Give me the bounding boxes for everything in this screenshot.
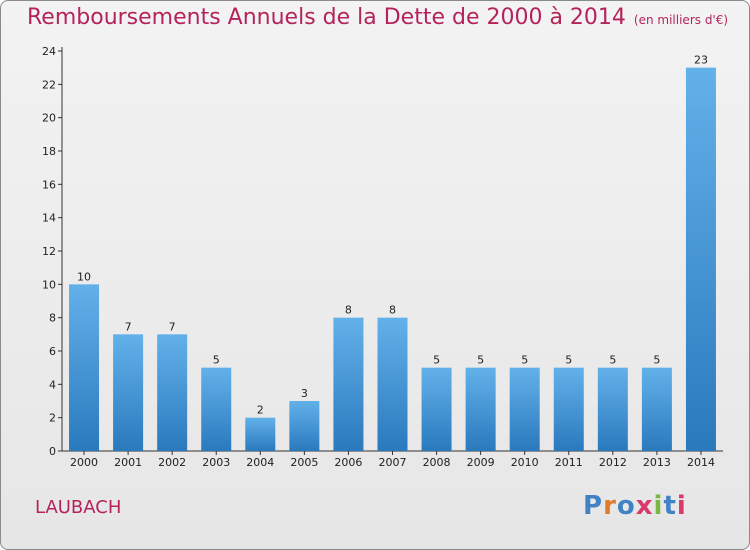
data-label-2011: 5 — [565, 354, 572, 367]
x-tick-label: 2010 — [511, 456, 539, 469]
y-tick-label: 20 — [42, 112, 56, 125]
data-label-2006: 8 — [345, 304, 352, 317]
y-tick-label: 14 — [42, 212, 56, 225]
x-tick-label: 2012 — [599, 456, 627, 469]
bar-2001 — [113, 334, 144, 451]
bar-2000 — [69, 284, 100, 451]
y-tick-label: 10 — [42, 278, 56, 291]
y-tick-label: 18 — [42, 145, 56, 158]
x-tick-label: 2008 — [423, 456, 451, 469]
data-label-2014: 23 — [694, 54, 708, 67]
data-label-2004: 2 — [257, 404, 264, 417]
data-label-2001: 7 — [125, 320, 132, 333]
commune-name: LAUBACH — [35, 497, 122, 518]
chart-title: Remboursements Annuels de la Dette de 20… — [27, 5, 728, 30]
data-label-2010: 5 — [521, 354, 528, 367]
x-tick-label: 2002 — [158, 456, 186, 469]
bar-2005 — [289, 401, 320, 451]
data-label-2007: 8 — [389, 304, 396, 317]
y-tick-label: 6 — [49, 345, 56, 358]
bar-2013 — [641, 367, 672, 451]
y-tick-label: 4 — [49, 378, 56, 391]
x-tick-label: 2004 — [246, 456, 274, 469]
bar-2012 — [597, 367, 628, 451]
bar-2014 — [685, 67, 716, 452]
bar-2006 — [333, 317, 364, 451]
data-label-2000: 10 — [77, 270, 91, 283]
data-label-2003: 5 — [213, 354, 220, 367]
bar-2011 — [553, 367, 584, 451]
data-label-2013: 5 — [653, 354, 660, 367]
y-tick-label: 2 — [49, 412, 56, 425]
bar-2008 — [421, 367, 452, 451]
y-tick-label: 12 — [42, 245, 56, 258]
x-tick-label: 2001 — [114, 456, 142, 469]
y-tick-label: 8 — [49, 312, 56, 325]
bar-2004 — [245, 417, 276, 451]
data-label-2002: 7 — [169, 320, 176, 333]
x-tick-label: 2013 — [643, 456, 671, 469]
chart-title-text: Remboursements Annuels de la Dette de 20… — [27, 5, 626, 30]
x-tick-label: 2007 — [379, 456, 407, 469]
proxiti-logo: Proxiti — [583, 491, 687, 521]
x-tick-label: 2000 — [70, 456, 98, 469]
y-tick-label: 16 — [42, 178, 56, 191]
x-tick-label: 2003 — [202, 456, 230, 469]
data-label-2008: 5 — [433, 354, 440, 367]
bar-2003 — [201, 367, 232, 451]
x-tick-label: 2011 — [555, 456, 583, 469]
y-tick-label: 22 — [42, 78, 56, 91]
y-tick-label: 0 — [49, 445, 56, 458]
bar-2010 — [509, 367, 540, 451]
x-tick-label: 2009 — [467, 456, 495, 469]
y-tick-label: 24 — [42, 45, 56, 58]
data-label-2005: 3 — [301, 387, 308, 400]
bar-2002 — [157, 334, 188, 451]
chart-unit: (en milliers d'€) — [633, 13, 729, 27]
x-tick-label: 2006 — [334, 456, 362, 469]
data-label-2009: 5 — [477, 354, 484, 367]
x-axis: 2000 2001 2002 2003 2004 2005 2006 2007 2008 2009… — [62, 450, 723, 469]
x-tick-label: 2014 — [687, 456, 715, 469]
data-label-2012: 5 — [609, 354, 616, 367]
x-tick-label: 2005 — [290, 456, 318, 469]
bar-2007 — [377, 317, 408, 451]
bar-2009 — [465, 367, 496, 451]
